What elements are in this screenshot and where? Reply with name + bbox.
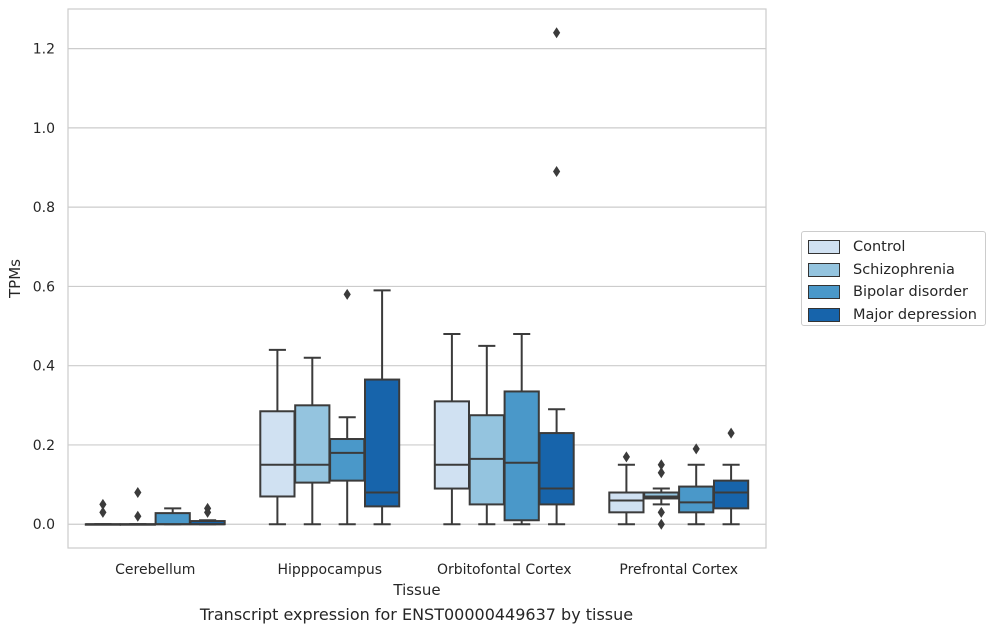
box-body [329,438,366,482]
outlier-point [553,27,561,39]
box-0-3 [189,502,226,526]
legend: Control Schizophrenia Bipolar disorder Majo… [801,231,986,326]
outlier-point [99,498,107,510]
outlier-point [622,451,630,463]
legend-item: Bipolar disorder [808,281,985,304]
box-2-2 [503,332,540,526]
box-body [678,485,715,514]
outlier-point [657,459,665,471]
box-1-0 [259,348,296,526]
box-body [433,400,471,490]
legend-swatch [808,307,840,322]
legend-item: Control [808,236,985,259]
legend-label: Schizophrenia [853,261,955,278]
x-axis-label: Tissue [392,581,440,599]
outlier-point [343,288,351,300]
box-0-0 [84,498,122,526]
box-0-1 [119,487,156,526]
plot-area [67,8,767,549]
legend-item: Schizophrenia [808,259,985,282]
y-tick-label: 1.0 [33,121,55,137]
chart-caption: Transcript expression for ENST0000044963… [199,605,634,624]
box-body [608,491,645,514]
outlier-point [657,506,665,518]
box-body [712,479,750,510]
box-body [363,378,401,508]
outlier-point [134,487,142,499]
outlier-point [99,506,107,518]
y-tick-label: 0.4 [33,359,55,375]
outlier-point [727,427,735,439]
x-tick-label: Hipppocampus [277,562,382,578]
box-groups [84,27,750,530]
box-3-0 [608,451,645,526]
legend-swatch [808,240,840,255]
box-body [538,432,575,506]
outlier-point [553,165,561,177]
y-tick-label: 1.2 [33,42,55,58]
legend-swatch [808,262,840,277]
legend-label: Bipolar disorder [853,284,968,301]
box-0-2 [154,507,191,526]
x-tick-label: Cerebellum [115,562,195,578]
box-2-0 [433,332,471,526]
y-tick-label: 0.0 [33,517,55,533]
box-body [503,390,540,522]
box-body [294,404,331,484]
legend-label: Control [853,239,906,256]
y-axis-label: TPMs [6,259,24,299]
outlier-point [657,467,665,479]
outlier-point [657,518,665,530]
box-3-3 [712,427,750,526]
outlier-point [692,443,700,455]
y-tick-label: 0.8 [33,200,55,216]
x-tick-label: Prefrontal Cortex [619,562,738,578]
y-tick-label: 0.6 [33,279,55,295]
y-axis-ticks: 0.0 0.2 0.4 0.6 0.8 1.0 1.2 [33,42,55,534]
x-axis-ticks: Cerebellum Hipppocampus Orbitofontal Corte… [115,562,738,578]
box-body [154,512,191,526]
box-3-2 [678,443,715,526]
box-1-2 [329,288,366,526]
box-2-1 [468,344,505,526]
box-1-3 [363,289,401,526]
legend-item: Major depression [808,304,985,327]
outlier-point [134,510,142,522]
box-2-3 [538,27,575,526]
y-tick-label: 0.2 [33,438,55,454]
legend-swatch [808,285,840,300]
outlier-point [204,506,212,518]
x-tick-label: Orbitofontal Cortex [437,562,572,578]
box-body [259,410,296,498]
legend-label: Major depression [853,306,977,323]
